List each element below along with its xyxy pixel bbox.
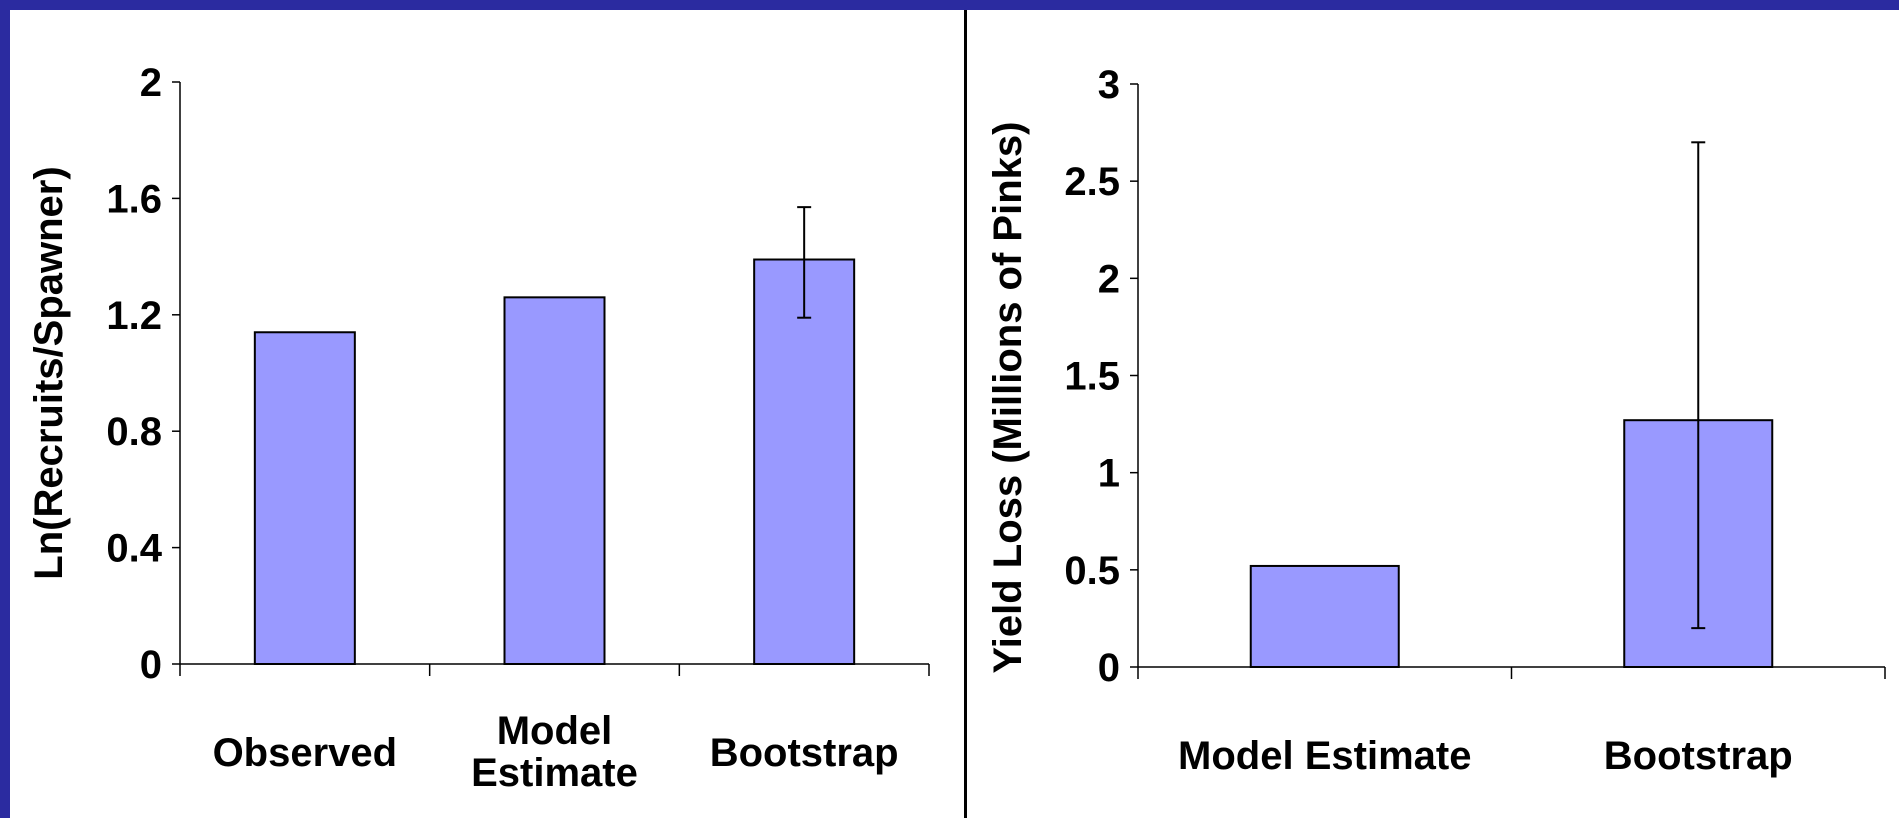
y-tick-label: 3: [1098, 63, 1120, 107]
x-category-label: Bootstrap: [710, 731, 899, 775]
y-tick-label: 2: [140, 61, 162, 105]
y-axis-label: Ln(Recruits/Spawner): [27, 166, 71, 579]
x-category-label: Observed: [213, 731, 398, 775]
y-tick-label: 2: [1098, 257, 1120, 301]
right-chart-panel: 0 0.5 1 1.5 2 2.5 3 Model Estimate Bootstrap Yiel…: [967, 10, 1899, 818]
y-tick-label: 1: [1098, 452, 1120, 496]
y-tick-label: 0: [1098, 646, 1120, 690]
y-tick-label: 0.4: [106, 527, 162, 571]
y-tick-label: 0: [140, 643, 162, 687]
y-tick-label: 1.6: [106, 177, 162, 221]
bar: [753, 258, 856, 665]
y-tick-label: 0.8: [106, 410, 162, 454]
bar: [503, 296, 606, 665]
yield-loss-chart: 0 0.5 1 1.5 2 2.5 3 Model Estimate Bootstrap Yiel…: [986, 63, 1886, 778]
y-tick-label: 1.5: [1064, 355, 1120, 399]
y-tick-label: 1.2: [106, 294, 162, 338]
x-category-label: Estimate: [471, 751, 638, 795]
x-category-label: Bootstrap: [1604, 734, 1793, 778]
bar: [253, 331, 356, 665]
y-tick-label: 0.5: [1064, 549, 1120, 593]
y-tick-label: 2.5: [1064, 160, 1120, 204]
panel-divider: [964, 10, 967, 818]
x-category-label: Model: [497, 709, 613, 753]
left-chart-panel: 0 0.4 0.8 1.2 1.6 2 Observed Model Estimate Boots…: [10, 10, 964, 818]
y-axis-label: Yield Loss (Millions of Pinks): [986, 122, 1030, 674]
x-category-label: Model Estimate: [1178, 734, 1471, 778]
bar: [1249, 564, 1400, 668]
